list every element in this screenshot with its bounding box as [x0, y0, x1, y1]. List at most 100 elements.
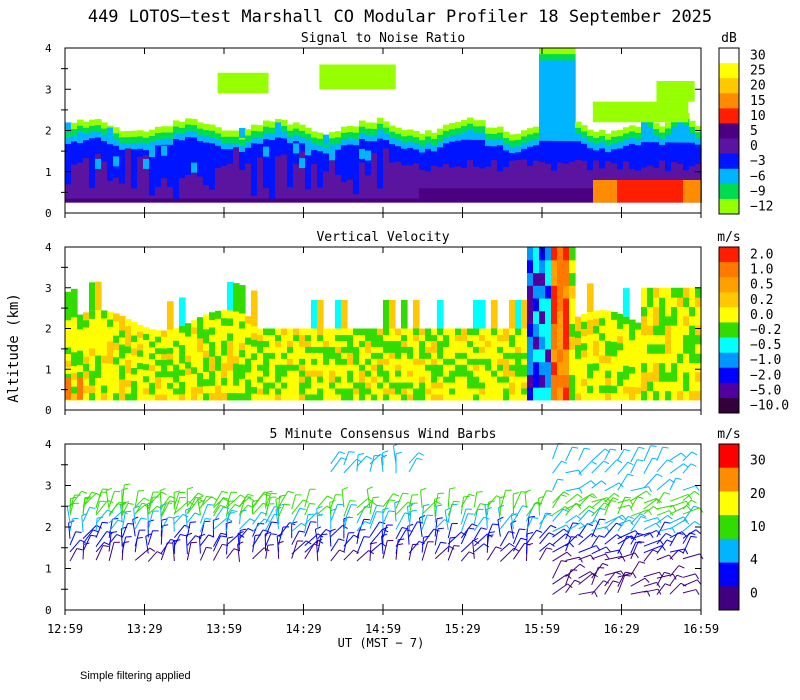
vv-cell [77, 357, 84, 365]
vv-cell [617, 349, 624, 358]
wind-barb-staff [512, 491, 522, 510]
vv-cell [449, 334, 456, 341]
vv-cell [131, 393, 138, 401]
vv-cell [353, 364, 360, 371]
vv-cell [617, 371, 624, 379]
vv-cell [419, 328, 426, 336]
snr-cell [461, 167, 468, 203]
snr-cell [617, 180, 624, 203]
snr-cell [185, 198, 192, 203]
colorbar-label: −6 [750, 169, 766, 184]
vv-cell [83, 356, 90, 364]
vv-cell [563, 247, 570, 261]
vv-cell [203, 371, 210, 380]
vv-colorbar: 2.01.00.50.20.0−0.2−0.5−1.0−2.0−5.0−10.0 [718, 246, 789, 414]
wind-barb-flag [148, 519, 155, 523]
wind-barb-staff [552, 508, 564, 522]
vv-cell [269, 340, 276, 347]
wind-barb-flag [298, 530, 306, 533]
vv-cell [491, 376, 498, 383]
snr-cell [113, 198, 120, 203]
vv-cell [413, 346, 420, 353]
vv-cell [527, 336, 534, 350]
vv-cell [347, 334, 354, 341]
vv-cell [581, 364, 588, 372]
vv-cell [527, 374, 534, 388]
vv-cell [113, 327, 120, 336]
vv-cell [113, 385, 120, 394]
vv-cell [683, 353, 690, 364]
wind-barb-flag [655, 498, 661, 504]
vv-cell [485, 376, 492, 383]
vv-cell [137, 324, 144, 332]
snr-cell [281, 198, 288, 203]
vv-cell [557, 297, 564, 312]
colorbar-swatch [719, 586, 739, 611]
wind-barb-staff [197, 498, 201, 515]
wind-barb-flag [284, 503, 291, 506]
vv-cell [317, 340, 324, 347]
vv-cell [593, 325, 600, 334]
vv-cell [695, 362, 702, 373]
vv-cell [683, 343, 690, 354]
vv-cell [461, 334, 468, 341]
vv-cell [167, 301, 174, 330]
wind-barb-flag [567, 583, 573, 589]
snr-cell [185, 136, 192, 203]
vv-colorbar-unit: m/s [717, 230, 740, 245]
wind-barb-staff [369, 455, 375, 472]
snr-cell [245, 163, 252, 203]
wind-barb-staff [669, 549, 679, 560]
wind-barb-staff [276, 535, 280, 552]
wind-barb-staff [317, 505, 328, 515]
vv-cell [407, 334, 414, 341]
vv-cell [209, 319, 216, 328]
vv-cell [317, 393, 324, 401]
wind-barb-flag [471, 523, 478, 527]
wind-barb-staff [656, 583, 666, 596]
vv-cell [407, 376, 414, 383]
vv-cell [425, 364, 432, 371]
vv-cell [605, 318, 612, 327]
snr-cell [629, 180, 636, 203]
wind-barb-flag [605, 546, 611, 552]
wind-barb-staff [565, 515, 577, 524]
vv-cell [107, 326, 114, 335]
vv-cell [95, 347, 102, 356]
wind-barb-flag [524, 489, 531, 493]
snr-cell [257, 198, 264, 203]
vv-cell [665, 371, 672, 382]
vv-cell [533, 336, 540, 350]
vv-cell [197, 337, 204, 346]
vv-cell [251, 290, 258, 320]
vv-cell [467, 334, 474, 341]
wind-barb-staff [304, 539, 319, 553]
vv-cell [407, 358, 414, 365]
vv-cell [209, 370, 216, 379]
vv-cell [119, 350, 126, 359]
vv-cell [359, 370, 366, 377]
wind-barb-flag [675, 477, 682, 480]
wind-barb-flag [557, 478, 564, 481]
vv-cell [233, 283, 240, 312]
snr-cell [245, 198, 252, 203]
snr-cell [341, 182, 348, 203]
vv-cell [407, 328, 414, 336]
wind-barb-staff [460, 508, 467, 525]
wind-barb-staff [656, 478, 670, 491]
vv-cell [161, 347, 168, 355]
vv-cell [209, 334, 216, 343]
wind-barb-staff [591, 580, 604, 595]
vv-cell [623, 365, 630, 373]
wind-barb-staff [591, 535, 600, 548]
wind-barb-staff [291, 499, 304, 515]
wind-barb-flag [140, 517, 147, 520]
wind-barb-flag [366, 455, 373, 460]
vv-cell [347, 376, 354, 383]
wind-barb-flag [388, 499, 396, 502]
wind-barb-staff [526, 517, 533, 531]
vv-cell [521, 370, 528, 377]
wind-barb-staff [395, 527, 403, 540]
snr-cell [545, 164, 552, 203]
wind-barb-staff [369, 511, 377, 529]
